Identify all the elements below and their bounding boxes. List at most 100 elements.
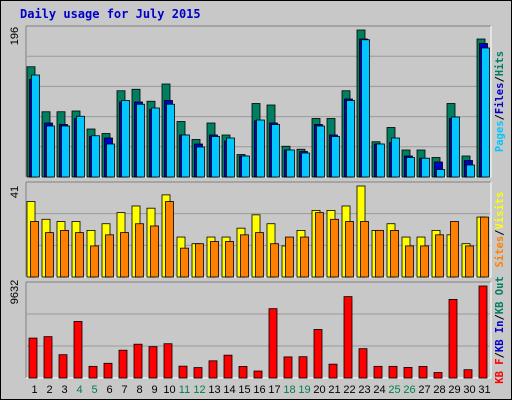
sites-bar (150, 225, 159, 278)
pages-bar (436, 169, 445, 178)
kbytes-panel-bg (26, 282, 491, 378)
visits-legend-part-2: Visits (494, 192, 506, 230)
kbytes-legend-part-4: KB Out (494, 276, 506, 314)
hits-legend-part-1: / (494, 114, 506, 120)
sites-bar (120, 232, 129, 278)
sites-bar (270, 243, 279, 278)
kbytes-bar (208, 360, 218, 379)
pages-bar (256, 119, 265, 178)
sites-bar (195, 243, 204, 278)
pages-bar (316, 125, 325, 178)
kbytes-bar (58, 354, 68, 379)
sites-bar (90, 245, 99, 278)
x-tick-label: 26 (403, 384, 415, 396)
pages-bar (451, 116, 460, 178)
kbytes-bar (373, 365, 383, 379)
pages-bar (151, 107, 160, 178)
x-tick-label: 30 (463, 384, 475, 396)
hits-legend-part-4: Hits (494, 51, 506, 76)
x-tick-label: 29 (448, 384, 460, 396)
pages-bar (391, 137, 400, 178)
x-tick-label: 12 (193, 384, 205, 396)
kbytes-bar (448, 298, 458, 379)
sites-bar (375, 229, 384, 278)
sites-bar (45, 232, 54, 278)
sites-bar (105, 234, 114, 278)
pages-bar (106, 143, 115, 178)
kbytes-bar (388, 365, 398, 379)
kbytes-bar (298, 356, 308, 379)
sites-bar (300, 236, 309, 278)
x-tick-label: 14 (223, 384, 235, 396)
visits-ymax-label: 41 (9, 186, 21, 198)
pages-bar (376, 143, 385, 178)
kbytes-legend: KB F/KB In/KB Out (494, 276, 506, 384)
chart-title: Daily usage for July 2015 (20, 7, 201, 21)
pages-bar (346, 100, 355, 178)
hits-legend-part-3: / (494, 76, 506, 82)
sites-bar (30, 221, 39, 278)
kbytes-bar (403, 366, 413, 379)
pages-bar (121, 100, 130, 178)
x-tick-label: 2 (46, 384, 52, 396)
sites-bar (360, 221, 369, 278)
sites-bar (240, 234, 249, 278)
kbytes-bar (238, 366, 248, 379)
kbytes-bar (148, 346, 158, 379)
sites-bar (210, 241, 219, 278)
pages-bar (46, 125, 55, 178)
visits-legend-part-0: Sites (494, 236, 506, 268)
x-tick-label: 10 (163, 384, 175, 396)
kbytes-bar (178, 365, 188, 379)
pages-bar (466, 164, 475, 178)
pages-bar (406, 157, 415, 178)
x-tick-label: 28 (433, 384, 445, 396)
x-tick-label: 3 (61, 384, 67, 396)
pages-bar (31, 74, 40, 178)
pages-bar (301, 152, 310, 178)
sites-bar (165, 201, 174, 278)
x-tick-label: 25 (388, 384, 400, 396)
x-tick-label: 5 (91, 384, 97, 396)
x-tick-label: 4 (76, 384, 82, 396)
kbytes-bar (73, 321, 83, 379)
pages-bar (286, 149, 295, 178)
sites-bar (285, 236, 294, 278)
x-tick-label: 11 (179, 384, 190, 396)
sites-bar (405, 245, 414, 278)
visits-legend: Sites/Visits (494, 192, 506, 268)
kbytes-bar (163, 343, 173, 379)
x-tick-label: 21 (328, 384, 340, 396)
kbytes-bar (193, 367, 203, 379)
kbytes-bar (343, 296, 353, 379)
x-tick-label: 31 (478, 384, 490, 396)
kbytes-bar (88, 365, 98, 379)
kbytes-bar (463, 369, 473, 379)
x-tick-label: 18 (283, 384, 295, 396)
kbytes-ymax-label: 9632 (9, 280, 21, 304)
kbytes-bar (28, 337, 38, 379)
pages-bar (271, 124, 280, 178)
kbytes-bar (478, 285, 488, 379)
pages-bar (481, 47, 490, 178)
kbytes-bar (268, 308, 278, 379)
hits-legend-part-2: Files (494, 83, 506, 115)
kbytes-bar (133, 343, 143, 379)
x-tick-label: 16 (253, 384, 265, 396)
kbytes-bar (433, 372, 443, 379)
sites-bar (450, 221, 459, 278)
kbytes-bar (313, 329, 323, 379)
x-tick-label: 20 (313, 384, 325, 396)
sites-bar (255, 232, 264, 278)
pages-bar (91, 135, 100, 178)
pages-bar (331, 136, 340, 178)
pages-bar (196, 146, 205, 178)
sites-bar (180, 247, 189, 278)
visits-legend-part-1: / (494, 230, 506, 236)
x-tick-label: 9 (151, 384, 157, 396)
sites-bar (225, 241, 234, 278)
x-tick-label: 15 (238, 384, 250, 396)
pages-bar (226, 137, 235, 178)
